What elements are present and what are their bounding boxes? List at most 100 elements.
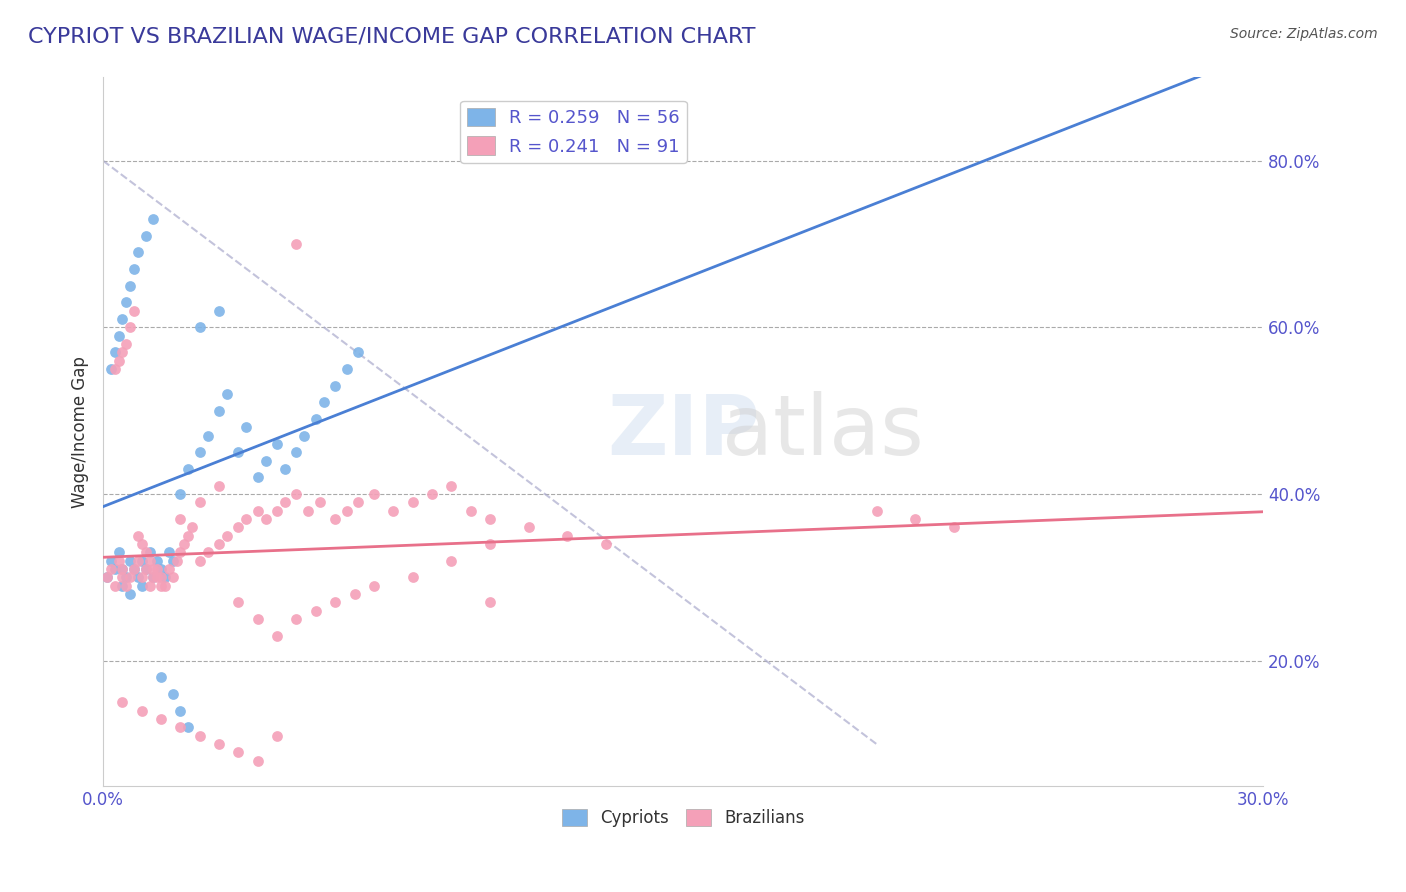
Point xyxy=(122,303,145,318)
Point xyxy=(169,704,191,718)
Point xyxy=(246,612,269,626)
Point xyxy=(111,570,134,584)
Point xyxy=(166,554,188,568)
Point xyxy=(266,437,288,451)
Point xyxy=(135,545,157,559)
Point xyxy=(146,554,169,568)
Point xyxy=(127,570,149,584)
Point xyxy=(122,262,145,277)
Point xyxy=(107,328,129,343)
Point xyxy=(142,212,165,227)
Point xyxy=(382,504,405,518)
Point xyxy=(215,387,238,401)
Point xyxy=(157,545,180,559)
Point xyxy=(177,721,200,735)
Point xyxy=(115,570,138,584)
Point xyxy=(478,512,501,526)
Point xyxy=(228,520,250,534)
Point xyxy=(135,228,157,243)
Point xyxy=(235,512,257,526)
Point xyxy=(197,545,219,559)
Point xyxy=(478,595,501,609)
Point xyxy=(138,545,160,559)
Point xyxy=(285,445,308,459)
Point xyxy=(305,412,328,426)
Point xyxy=(274,462,297,476)
Point xyxy=(420,487,443,501)
Point xyxy=(142,570,165,584)
Point xyxy=(555,529,578,543)
Point xyxy=(188,495,211,509)
Point xyxy=(401,570,423,584)
Point xyxy=(120,570,142,584)
Point xyxy=(188,729,211,743)
Point xyxy=(107,545,129,559)
Point xyxy=(266,504,288,518)
Point xyxy=(131,579,153,593)
Point xyxy=(150,562,173,576)
Point xyxy=(115,579,138,593)
Point xyxy=(292,429,315,443)
Point xyxy=(246,754,269,768)
Point xyxy=(228,445,250,459)
Point xyxy=(138,579,160,593)
Point xyxy=(440,554,463,568)
Point xyxy=(363,487,385,501)
Point xyxy=(120,587,142,601)
Point xyxy=(208,737,231,751)
Point xyxy=(146,562,169,576)
Point xyxy=(107,353,129,368)
Point xyxy=(266,629,288,643)
Point xyxy=(131,704,153,718)
Point xyxy=(336,362,359,376)
Point xyxy=(135,562,157,576)
Point xyxy=(865,504,887,518)
Point xyxy=(188,445,211,459)
Point xyxy=(111,696,134,710)
Point xyxy=(266,729,288,743)
Point xyxy=(122,562,145,576)
Point xyxy=(115,295,138,310)
Point xyxy=(246,504,269,518)
Point xyxy=(142,562,165,576)
Point xyxy=(150,670,173,684)
Point xyxy=(208,303,231,318)
Text: ZIP: ZIP xyxy=(607,391,759,472)
Point xyxy=(104,345,127,359)
Point xyxy=(96,570,118,584)
Point xyxy=(122,562,145,576)
Point xyxy=(285,237,308,252)
Point xyxy=(150,579,173,593)
Point xyxy=(104,562,127,576)
Point xyxy=(138,554,160,568)
Point xyxy=(115,337,138,351)
Point xyxy=(246,470,269,484)
Point xyxy=(111,562,134,576)
Text: CYPRIOT VS BRAZILIAN WAGE/INCOME GAP CORRELATION CHART: CYPRIOT VS BRAZILIAN WAGE/INCOME GAP COR… xyxy=(28,27,755,46)
Point xyxy=(120,554,142,568)
Point xyxy=(363,579,385,593)
Text: Source: ZipAtlas.com: Source: ZipAtlas.com xyxy=(1230,27,1378,41)
Point xyxy=(177,462,200,476)
Point xyxy=(150,570,173,584)
Point xyxy=(401,495,423,509)
Point xyxy=(162,570,184,584)
Point xyxy=(297,504,319,518)
Point xyxy=(343,587,366,601)
Point xyxy=(285,487,308,501)
Point xyxy=(111,579,134,593)
Point xyxy=(135,562,157,576)
Point xyxy=(131,554,153,568)
Point xyxy=(107,554,129,568)
Point xyxy=(478,537,501,551)
Point xyxy=(254,512,277,526)
Point xyxy=(323,512,346,526)
Point xyxy=(308,495,330,509)
Text: atlas: atlas xyxy=(721,391,924,472)
Point xyxy=(323,378,346,392)
Point xyxy=(131,537,153,551)
Point xyxy=(188,320,211,334)
Point xyxy=(111,345,134,359)
Point xyxy=(96,570,118,584)
Point xyxy=(197,429,219,443)
